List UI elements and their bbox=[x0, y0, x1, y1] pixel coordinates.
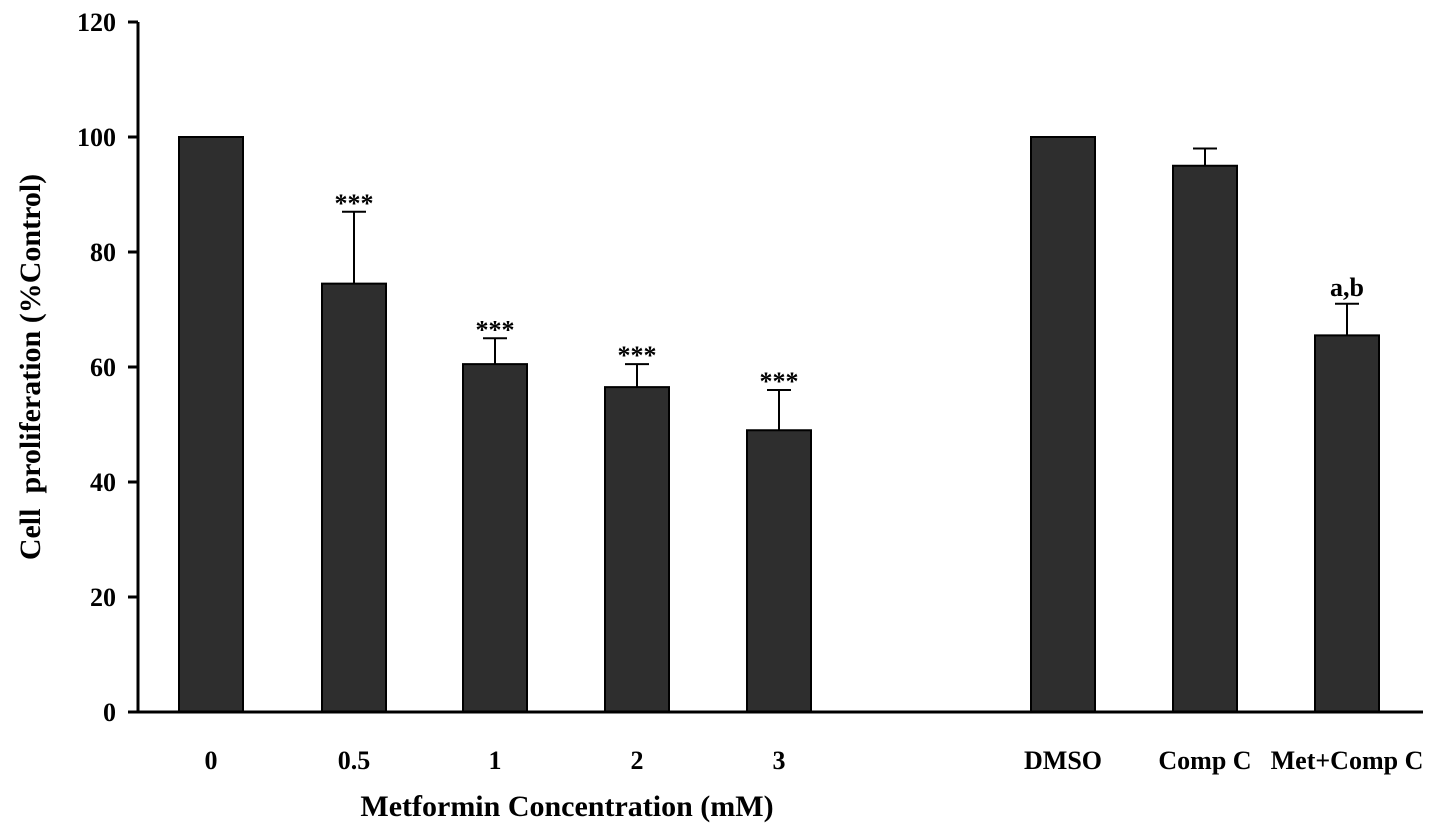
significance-label: *** bbox=[335, 189, 374, 218]
y-axis-title: Cell proliferation (%Control) bbox=[14, 174, 47, 560]
x-category-label: DMSO bbox=[1024, 746, 1102, 775]
significance-label: *** bbox=[760, 367, 799, 396]
bar bbox=[746, 429, 812, 713]
bar bbox=[1172, 164, 1238, 713]
bar bbox=[1314, 334, 1380, 713]
y-tick-label: 60 bbox=[90, 353, 116, 382]
y-tick-label: 80 bbox=[90, 238, 116, 267]
y-tick-label: 40 bbox=[90, 468, 116, 497]
x-category-label: 0.5 bbox=[338, 746, 371, 775]
bar bbox=[321, 282, 387, 713]
y-axis-ticks: 0 20 40 60 80 100 120 bbox=[77, 8, 138, 727]
y-tick-label: 0 bbox=[103, 698, 116, 727]
x-category-label: Comp C bbox=[1158, 746, 1251, 775]
x-axis-title: Metformin Concentration (mM) bbox=[360, 790, 773, 823]
significance-annotations: *** *** *** *** a,b bbox=[335, 189, 1364, 396]
x-category-label: 2 bbox=[631, 746, 644, 775]
x-category-label: Met+Comp C bbox=[1271, 746, 1424, 775]
x-category-label: 1 bbox=[489, 746, 502, 775]
bar bbox=[1030, 136, 1096, 713]
significance-label: *** bbox=[618, 341, 657, 370]
bar bbox=[462, 363, 528, 713]
bar bbox=[178, 136, 244, 713]
error-bars bbox=[342, 147, 1359, 431]
y-tick-label: 120 bbox=[77, 8, 116, 37]
bars bbox=[178, 136, 1380, 713]
significance-label: a,b bbox=[1330, 273, 1364, 302]
y-tick-label: 100 bbox=[77, 123, 116, 152]
x-axis-categories: 0 0.5 1 2 3 DMSO Comp C Met+Comp C bbox=[205, 746, 1424, 775]
x-category-label: 0 bbox=[205, 746, 218, 775]
y-tick-label: 20 bbox=[90, 583, 116, 612]
bar bbox=[604, 386, 670, 713]
x-category-label: 3 bbox=[773, 746, 786, 775]
significance-label: *** bbox=[476, 315, 515, 344]
